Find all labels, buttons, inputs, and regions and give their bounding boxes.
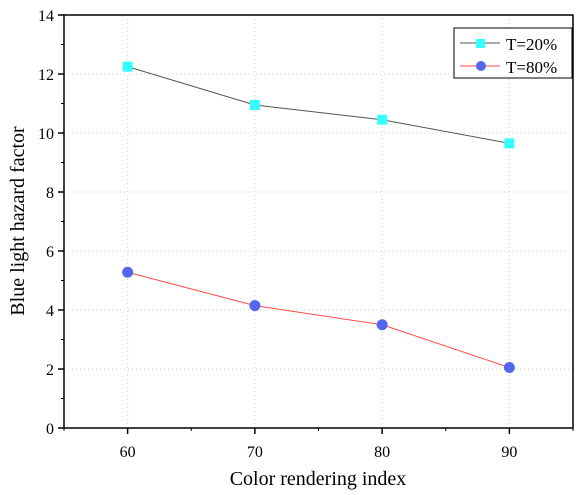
legend-box: [453, 27, 573, 79]
legend-label-t80: T=80%: [506, 58, 557, 77]
x-tick-label: 80: [374, 444, 390, 461]
x-tick-label: 90: [501, 444, 517, 461]
legend-label-t20: T=20%: [506, 35, 557, 54]
x-tick-label: 60: [120, 444, 136, 461]
gridlines: [64, 15, 573, 428]
data-point-circle: [503, 362, 515, 374]
data-point-square: [249, 99, 260, 110]
series-group: [122, 61, 515, 374]
y-tick-label: 6: [46, 244, 54, 261]
data-point-square: [377, 114, 388, 125]
y-axis-ticks: 0 2 4 6 8 10 12 14: [38, 8, 64, 438]
y-tick-label: 0: [46, 421, 54, 438]
data-point-circle: [249, 300, 261, 312]
x-axis-title: Color rendering index: [230, 468, 407, 490]
y-tick-label: 10: [38, 126, 54, 143]
y-tick-label: 4: [46, 303, 54, 320]
legend: T=20% T=80%: [453, 27, 573, 79]
y-axis-title: Blue light hazard factor: [7, 126, 29, 316]
x-axis-ticks: 60 70 80 90: [63, 428, 574, 461]
y-tick-label: 14: [38, 8, 54, 25]
data-point-square: [122, 61, 133, 72]
legend-marker-t80: [476, 61, 486, 71]
legend-marker-t20: [476, 39, 485, 48]
y-tick-label: 2: [46, 362, 54, 379]
data-point-circle: [376, 319, 388, 331]
data-point-square: [504, 138, 515, 149]
series-line-1: [127, 271, 510, 368]
data-point-circle: [122, 266, 134, 278]
x-tick-label: 70: [247, 444, 263, 461]
y-tick-label: 12: [38, 67, 54, 84]
y-tick-label: 8: [46, 185, 54, 202]
series-line-0: [127, 66, 510, 144]
